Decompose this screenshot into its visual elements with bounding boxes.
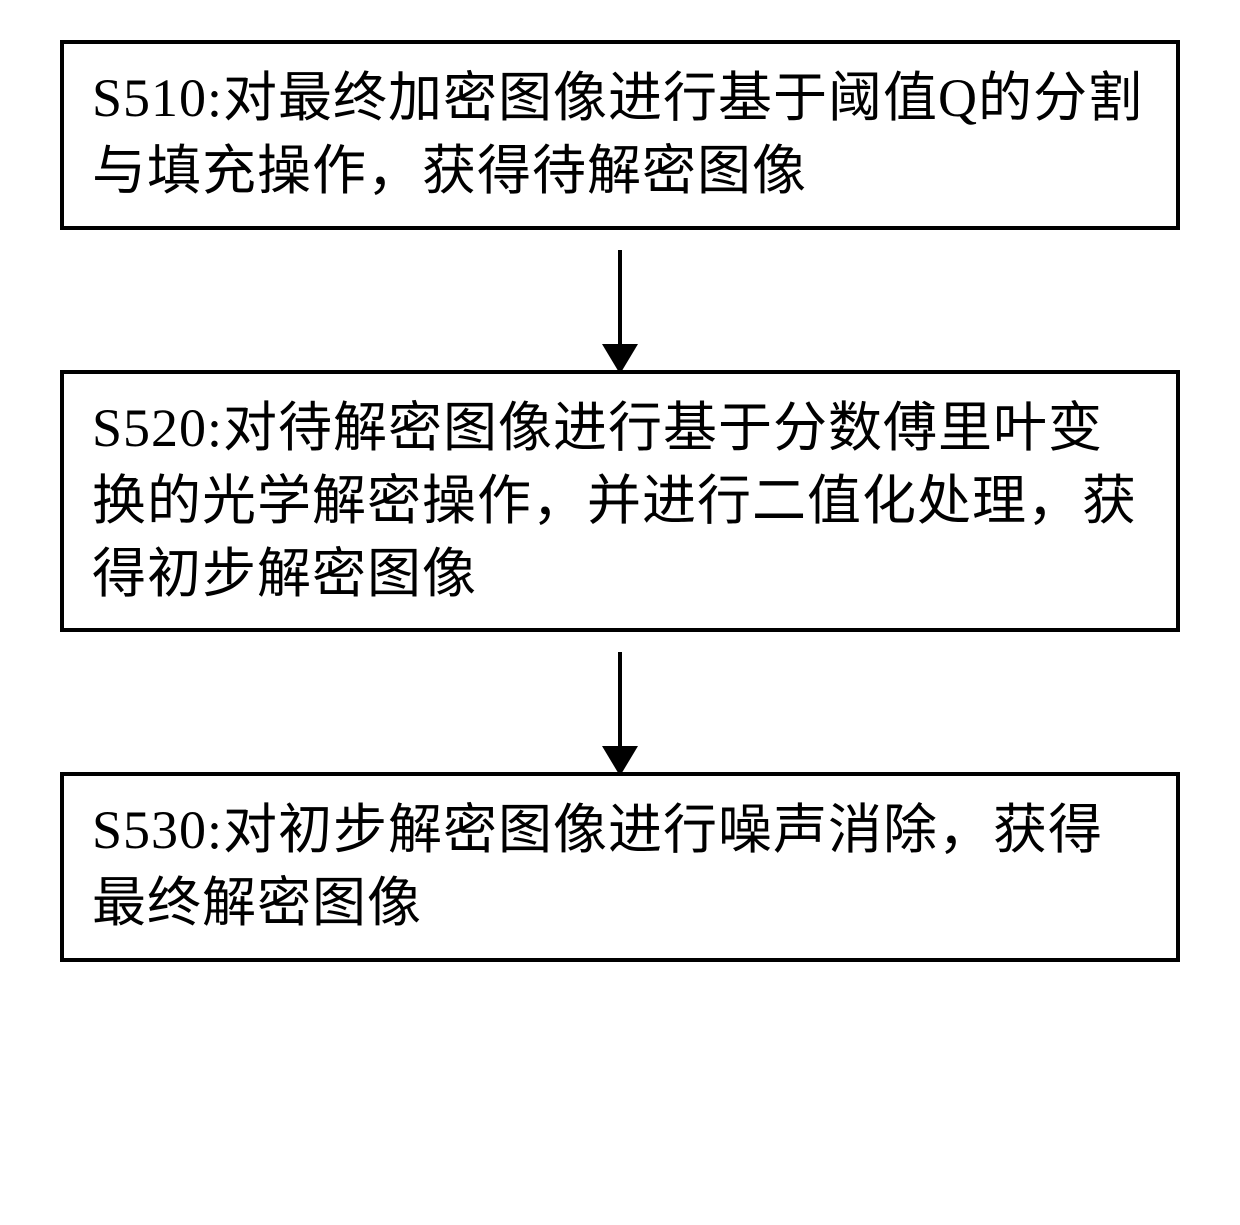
flow-step-box: S520:对待解密图像进行基于分数傅里叶变换的光学解密操作，并进行二值化处理，获…: [60, 370, 1180, 633]
step-text: S530:对初步解密图像进行噪声消除，获得最终解密图像: [92, 794, 1148, 940]
arrow-down-icon: [618, 652, 622, 752]
arrow-container: [618, 230, 622, 370]
step-text: S520:对待解密图像进行基于分数傅里叶变换的光学解密操作，并进行二值化处理，获…: [92, 392, 1148, 611]
flow-step-box: S510:对最终加密图像进行基于阈值Q的分割与填充操作，获得待解密图像: [60, 40, 1180, 230]
arrow-container: [618, 632, 622, 772]
arrow-down-icon: [618, 250, 622, 350]
flow-step-box: S530:对初步解密图像进行噪声消除，获得最终解密图像: [60, 772, 1180, 962]
step-text: S510:对最终加密图像进行基于阈值Q的分割与填充操作，获得待解密图像: [92, 62, 1148, 208]
